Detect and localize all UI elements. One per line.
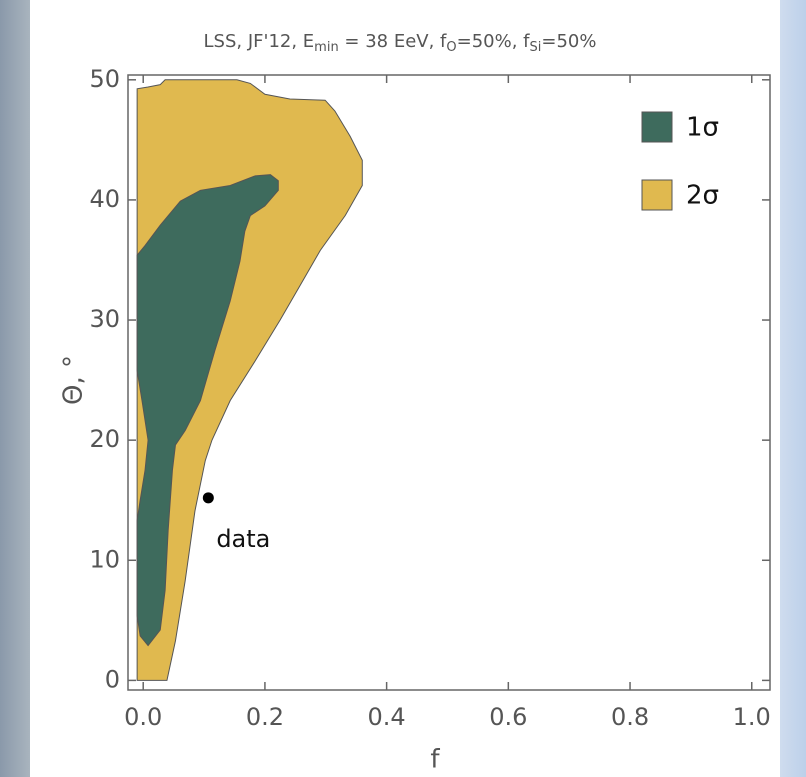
x-tick-label: 1.0 xyxy=(733,703,771,731)
y-tick-label: 20 xyxy=(89,425,120,453)
y-tick-label: 0 xyxy=(105,665,120,693)
title-part: = 38 EeV, f xyxy=(339,31,447,52)
legend-label: 1σ xyxy=(686,113,719,143)
x-tick-label: 0.0 xyxy=(124,703,162,731)
data-point xyxy=(202,492,214,504)
x-tick-label: 0.6 xyxy=(489,703,527,731)
y-tick-label: 40 xyxy=(89,185,120,213)
y-tick-label: 50 xyxy=(89,65,120,93)
legend-swatch xyxy=(641,111,673,143)
title-part: =50%, f xyxy=(457,31,531,52)
y-tick-label: 10 xyxy=(89,545,120,573)
x-tick-label: 0.4 xyxy=(368,703,406,731)
title-part: O xyxy=(446,40,456,55)
legend-label: 2σ xyxy=(686,181,719,211)
x-axis-label: f xyxy=(430,745,440,775)
x-tick-label: 0.8 xyxy=(611,703,649,731)
title-part: =50% xyxy=(541,31,596,52)
x-tick-label: 0.2 xyxy=(246,703,284,731)
confidence-region xyxy=(136,174,279,647)
y-axis-label: Θ, ° xyxy=(59,355,89,405)
legend-swatch xyxy=(641,179,673,211)
plot-frame xyxy=(127,74,771,691)
chart-title: LSS, JF'12, Emin = 38 EeV, fO=50%, fSi=5… xyxy=(204,31,597,55)
point-label: data xyxy=(216,525,270,553)
y-tick-label: 30 xyxy=(89,305,120,333)
title-part: LSS, JF'12, E xyxy=(204,31,315,52)
title-part: min xyxy=(314,40,339,55)
title-part: Si xyxy=(530,40,542,55)
